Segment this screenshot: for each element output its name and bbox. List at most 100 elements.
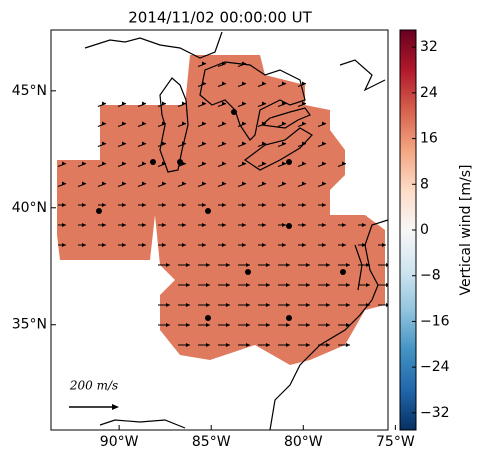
wind-vector-head bbox=[122, 141, 126, 146]
station bbox=[205, 315, 211, 321]
wind-vector-head bbox=[166, 323, 170, 327]
wind-vector-head bbox=[226, 263, 230, 267]
wind-vector-head bbox=[222, 121, 226, 126]
wind-vector-head bbox=[102, 141, 106, 146]
wind-vector-head bbox=[82, 161, 86, 166]
wind-vector-head bbox=[62, 161, 66, 166]
wind-vector-head bbox=[206, 303, 210, 307]
wind-vector-head bbox=[382, 243, 386, 247]
wind-vector-head bbox=[222, 161, 226, 166]
wind-vector-head bbox=[262, 101, 266, 106]
wind-vector-head bbox=[326, 303, 330, 307]
x-tick-label: 80°W bbox=[284, 434, 323, 450]
wind-vector-head bbox=[282, 243, 286, 247]
colorbar-tick-label: −16 bbox=[420, 313, 450, 329]
wind-vector-head bbox=[62, 223, 66, 227]
wind-vector-head bbox=[282, 101, 286, 106]
wind-vector-head bbox=[142, 101, 146, 106]
wind-vector-head bbox=[246, 263, 250, 267]
wind-vector-head bbox=[302, 161, 306, 166]
wind-vector-head bbox=[182, 203, 186, 207]
wind-vector-head bbox=[122, 121, 126, 126]
wind-vector-head bbox=[266, 303, 270, 307]
wind-vector-head bbox=[202, 223, 206, 227]
station bbox=[286, 159, 292, 165]
wind-vector-head bbox=[322, 141, 326, 146]
wind-vector-head bbox=[322, 223, 326, 227]
wind-vector-head bbox=[222, 203, 226, 207]
wind-vector-head bbox=[162, 141, 166, 146]
wind-vector-head bbox=[362, 243, 366, 247]
wind-vector-head bbox=[142, 141, 146, 146]
wind-vector-head bbox=[142, 223, 146, 227]
scale-label: 200 m/s bbox=[69, 379, 118, 393]
colorbar-tick-label: −32 bbox=[420, 405, 450, 421]
wind-vector-head bbox=[82, 181, 86, 186]
wind-vector-head bbox=[162, 181, 166, 186]
stations bbox=[96, 109, 346, 321]
wind-vector-head bbox=[302, 223, 306, 227]
wind-vector-head bbox=[142, 161, 146, 166]
colorbar-tick-label: −24 bbox=[420, 359, 450, 375]
station bbox=[205, 208, 211, 214]
wind-vector-head bbox=[282, 161, 286, 166]
wind-vector-head bbox=[322, 161, 326, 166]
wind-vector-head bbox=[342, 161, 346, 166]
wind-vector-head bbox=[366, 263, 370, 267]
wind-vector-head bbox=[182, 243, 186, 247]
wind-vector-head bbox=[322, 243, 326, 247]
wind-vector-head bbox=[186, 283, 190, 287]
wind-vector-head bbox=[286, 323, 290, 327]
wind-vector-head bbox=[302, 181, 306, 186]
wind-vector-head bbox=[122, 161, 126, 166]
wind-vector-head bbox=[202, 243, 206, 247]
wind-vector-head bbox=[266, 263, 270, 267]
station bbox=[150, 159, 156, 165]
colorbar-tick-label: 24 bbox=[420, 85, 438, 101]
wind-vector-head bbox=[346, 343, 350, 347]
wind-vector-head bbox=[122, 101, 126, 106]
wind-vector-head bbox=[282, 203, 286, 207]
wind-vector-head bbox=[206, 343, 210, 347]
wind-vector-head bbox=[306, 303, 310, 307]
wind-vector-head bbox=[266, 283, 270, 287]
wind-vector-head bbox=[202, 101, 206, 106]
wind-vector-head bbox=[142, 121, 146, 126]
wind-vector-head bbox=[322, 181, 326, 186]
wind-vector-head bbox=[326, 343, 330, 347]
wind-vector-head bbox=[346, 263, 350, 267]
map-area bbox=[57, 31, 388, 430]
wind-vector-head bbox=[226, 343, 230, 347]
wind-vector-head bbox=[326, 283, 330, 287]
wind-vector-head bbox=[242, 181, 246, 186]
wind-vector-head bbox=[62, 203, 66, 207]
wind-vector-head bbox=[162, 223, 166, 227]
wind-vector-head bbox=[202, 121, 206, 126]
wind-vector-head bbox=[222, 81, 226, 86]
wind-vector-head bbox=[326, 263, 330, 267]
wind-region bbox=[57, 55, 385, 365]
colorbar-tick-label: −8 bbox=[420, 268, 441, 284]
wind-vector-head bbox=[202, 161, 206, 166]
wind-vector-head bbox=[226, 323, 230, 327]
wind-vector-head bbox=[82, 243, 86, 247]
wind-vector-head bbox=[102, 161, 106, 166]
wind-vector-head bbox=[102, 181, 106, 186]
wind-vector-head bbox=[102, 243, 106, 247]
wind-vector-head bbox=[182, 223, 186, 227]
wind-vector-head bbox=[286, 283, 290, 287]
wind-vector-head bbox=[102, 121, 106, 126]
wind-vector-head bbox=[262, 223, 266, 227]
wind-vector-head bbox=[282, 181, 286, 186]
wind-vector-head bbox=[222, 141, 226, 146]
wind-vector-head bbox=[246, 343, 250, 347]
wind-vector-head bbox=[222, 243, 226, 247]
wind-vector-head bbox=[262, 81, 266, 86]
wind-vector-head bbox=[242, 203, 246, 207]
wind-vector-head bbox=[286, 303, 290, 307]
wind-vector-head bbox=[142, 243, 146, 247]
wind-vector-head bbox=[166, 263, 170, 267]
wind-vector-head bbox=[186, 263, 190, 267]
station bbox=[340, 269, 346, 275]
